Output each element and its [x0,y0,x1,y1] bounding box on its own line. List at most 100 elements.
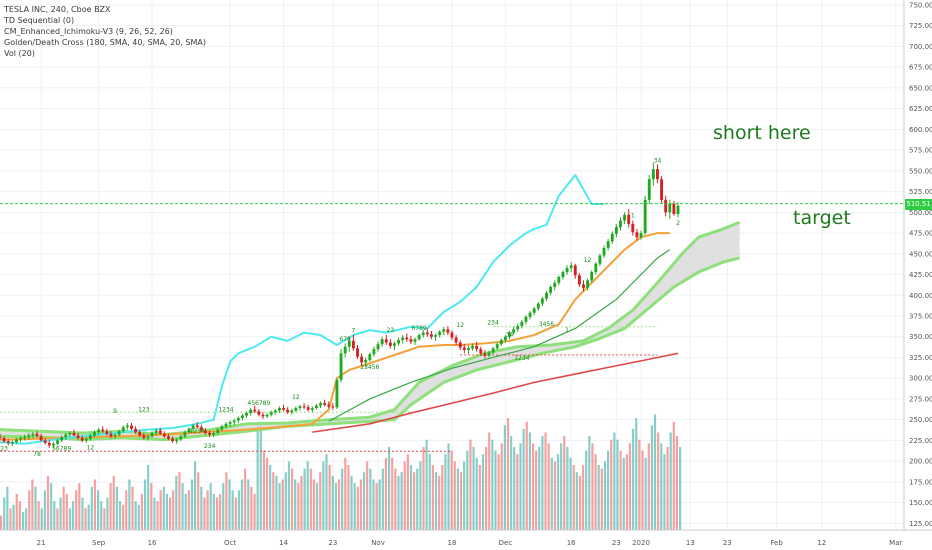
symbol-title[interactable]: TESLA INC, 240, Cboe BZX [4,5,111,14]
volume-bar [272,472,275,530]
candle-body [97,429,101,433]
candlesticks [0,162,680,449]
volume-bar [381,468,384,530]
td-label: 23456 [360,364,379,371]
volume-bar [575,472,578,530]
candle-body [586,280,590,288]
candle-body [590,272,594,281]
volume-bar [616,439,619,530]
last-price-tag: 510.51 [905,199,932,210]
volume-bar [594,454,597,530]
candle-body [577,275,581,285]
candle-body [84,438,88,441]
candle-body [458,342,462,348]
y-tick-label: 600.00 [909,126,932,134]
annotation-short-here[interactable]: short here [713,122,811,144]
candle-body [364,359,368,363]
candle-body [565,267,569,273]
volume-bar [178,472,181,530]
candle-body [495,344,499,349]
td-label: 12 [292,394,300,401]
volume-bar [75,490,78,530]
candle-body [51,443,55,446]
volume-bar [628,443,632,530]
candle-body [446,329,450,333]
volume-bar [103,508,106,530]
candle-body [171,438,175,442]
candle-body [117,431,121,435]
volume-bar [275,475,278,530]
candle-body [557,277,561,283]
volume-bar [31,479,34,530]
volume-bar [641,450,644,530]
volume-bar [37,501,40,530]
volume-bar [506,418,510,530]
td-label: 12 [584,257,592,264]
y-tick-label: 350.00 [909,333,932,341]
y-tick-label: 700.00 [909,43,932,51]
volume-bar [581,465,585,530]
price-axis[interactable]: 125.00 150.00 175.00 200.00 225.00 250.00 275.… [903,0,932,530]
candle-body [43,440,47,443]
candle-body [183,432,187,437]
candle-body [265,414,269,417]
td-label: 2 [676,220,680,227]
annotation-target[interactable]: target [793,207,851,229]
candle-body [158,430,162,434]
volume-bar [350,475,353,530]
volume-bar [78,483,81,530]
volume-bar [660,443,663,530]
volume-bar [40,508,43,530]
candle-body [240,415,244,419]
volume-bar [610,439,613,530]
volume-bar [12,504,15,530]
candle-body [393,343,396,346]
volume-bar [556,454,560,530]
y-tick-label: 725.00 [909,22,932,30]
dotted-levels [0,326,658,452]
volume-bar [366,461,369,530]
volume-bar [678,446,682,530]
legend-volume[interactable]: Vol (20) [4,49,35,58]
candle-body [101,429,105,432]
x-tick-label: 12 [817,539,826,547]
volume-bar [265,457,269,530]
candle-body [323,403,327,405]
volume-bar [331,475,334,530]
legend-td-sequential[interactable]: TD Sequential (0) [4,16,75,25]
volume-bar [56,508,59,530]
candle-body [499,340,503,345]
td-label: 123 [138,406,150,413]
volume-bar [319,472,322,530]
volume-bar [607,450,610,530]
y-tick-label: 625.00 [909,105,932,113]
y-tick-label: 250.00 [909,416,932,424]
candle-body [138,432,142,436]
x-tick-label: 23 [612,539,621,547]
candle-body [327,404,331,407]
candle-body [475,345,479,350]
candle-body [508,332,511,337]
volume-bar [672,421,675,530]
volume-bar [259,421,262,530]
td-label: 678 [339,336,351,343]
candle-body [0,437,2,439]
candle-body [553,282,557,287]
legend-ichimoku[interactable]: CM_Enhanced_Ichimoku-V3 (9, 26, 52, 26) [4,27,173,36]
volume-bar [438,475,441,530]
candle-body [310,408,314,410]
volume-bar [190,479,194,530]
candle-body [602,247,606,256]
candle-body [245,413,248,416]
volume-bar [535,450,538,530]
legend-golden-death-cross[interactable]: Golden/Death Cross (180, SMA, 40, SMA, 2… [4,38,206,47]
time-axis[interactable]: 21 Sep 16 Oct 14 23 Nov 18 Dec 16 23 2020 13 23 Feb 12 M… [0,529,932,547]
candle-body [384,339,388,343]
td-label: 23 [0,445,8,452]
volume-bar [663,454,666,530]
volume-bar [603,461,607,530]
volume-bar [21,511,25,530]
td-label: 456789 [247,400,270,407]
volume-bar [635,418,638,530]
